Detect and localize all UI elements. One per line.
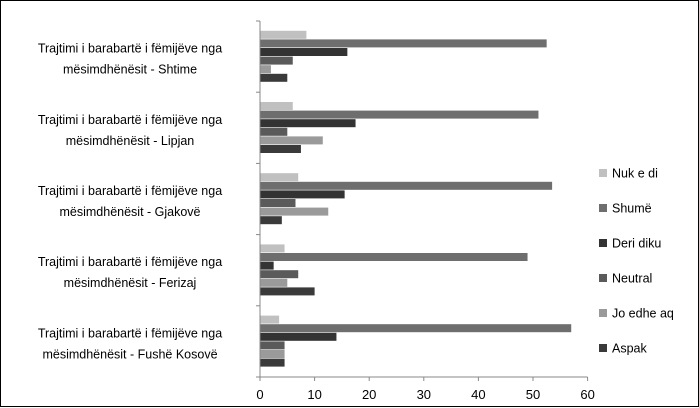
legend-label: Aspak (612, 342, 647, 356)
bar-jo-edhe-aq-4 (260, 350, 285, 358)
bar-aspak-3 (260, 287, 315, 296)
bar-shumë-0 (260, 39, 547, 48)
category-label: mësimdhënësit - Gjakovë (59, 205, 200, 219)
x-tick-label: 20 (362, 387, 376, 402)
category-labels: Trajtimi i barabartë i fëmijëve nga mësim… (38, 42, 222, 362)
x-tick-label: 50 (526, 387, 540, 402)
bar-jo-edhe-aq-3 (260, 278, 288, 287)
bar-jo-edhe-aq-0 (260, 65, 271, 74)
category-label: mësimdhënësit - Ferizaj (64, 276, 197, 290)
legend-swatch (599, 274, 607, 282)
legend-label: Shumë (612, 202, 652, 216)
category-label: Trajtimi i barabartë i fëmijëve nga (38, 326, 222, 340)
category-label: Trajtimi i barabartë i fëmijëve nga (38, 113, 222, 127)
legend-swatch (599, 169, 607, 177)
bar-aspak-2 (260, 216, 282, 225)
bars-group (260, 30, 572, 367)
category-label: mësimdhënësit - Shtime (63, 63, 197, 77)
bar-nuk-e-di-2 (260, 173, 299, 182)
x-tick-label: 60 (580, 387, 594, 402)
bar-nuk-e-di-0 (260, 30, 307, 39)
category-label: mësimdhënësit - Lipjan (66, 134, 195, 148)
bar-neutral-2 (260, 199, 296, 207)
category-label: mësimdhënësit - Fushë Kosovë (42, 347, 217, 361)
axes-group (256, 20, 589, 381)
bar-shumë-1 (260, 110, 539, 119)
legend-swatch (599, 309, 607, 317)
category-label: Trajtimi i barabartë i fëmijëve nga (38, 184, 222, 198)
legend-label: Neutral (612, 272, 652, 286)
bar-nuk-e-di-1 (260, 102, 293, 110)
x-tick-label: 0 (256, 387, 263, 402)
bar-neutral-0 (260, 56, 293, 65)
bar-jo-edhe-aq-2 (260, 207, 329, 216)
bar-neutral-4 (260, 341, 285, 350)
legend-swatch (599, 239, 607, 247)
bar-shumë-3 (260, 253, 528, 261)
legend-swatch (599, 344, 607, 352)
legend: Nuk e di Shumë Deri diku Neutral Jo edhe aq A… (599, 167, 674, 356)
x-tick-label: 10 (307, 387, 321, 402)
bar-deri-diku-0 (260, 48, 348, 56)
bar-deri-diku-3 (260, 261, 274, 270)
x-tick-label: 30 (417, 387, 431, 402)
legend-label: Nuk e di (612, 167, 658, 181)
bar-shumë-2 (260, 181, 553, 190)
x-tick-label: 40 (471, 387, 485, 402)
bar-aspak-1 (260, 145, 301, 153)
legend-label: Jo edhe aq (612, 307, 674, 321)
legend-swatch (599, 204, 607, 212)
legend-label: Deri diku (612, 237, 661, 251)
bar-jo-edhe-aq-1 (260, 136, 323, 145)
bar-neutral-3 (260, 270, 299, 279)
bar-aspak-0 (260, 73, 288, 82)
bar-neutral-1 (260, 127, 288, 136)
bar-deri-diku-2 (260, 190, 345, 199)
bar-nuk-e-di-4 (260, 315, 280, 324)
bar-shumë-4 (260, 324, 572, 333)
bar-nuk-e-di-3 (260, 244, 285, 253)
bar-deri-diku-1 (260, 119, 356, 128)
bar-deri-diku-4 (260, 332, 337, 341)
category-label: Trajtimi i barabartë i fëmijëve nga (38, 255, 222, 269)
x-tick-labels: 0 10 20 30 40 50 60 (256, 387, 594, 402)
bar-aspak-4 (260, 358, 285, 367)
category-label: Trajtimi i barabartë i fëmijëve nga (38, 42, 222, 56)
